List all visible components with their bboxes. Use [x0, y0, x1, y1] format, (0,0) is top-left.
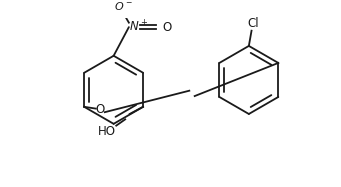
- Text: $O^-$: $O^-$: [114, 0, 133, 12]
- Text: Cl: Cl: [248, 17, 259, 30]
- Text: $N^+$: $N^+$: [129, 19, 148, 35]
- Text: O: O: [96, 103, 105, 116]
- Text: O: O: [162, 21, 171, 34]
- Text: HO: HO: [98, 125, 116, 138]
